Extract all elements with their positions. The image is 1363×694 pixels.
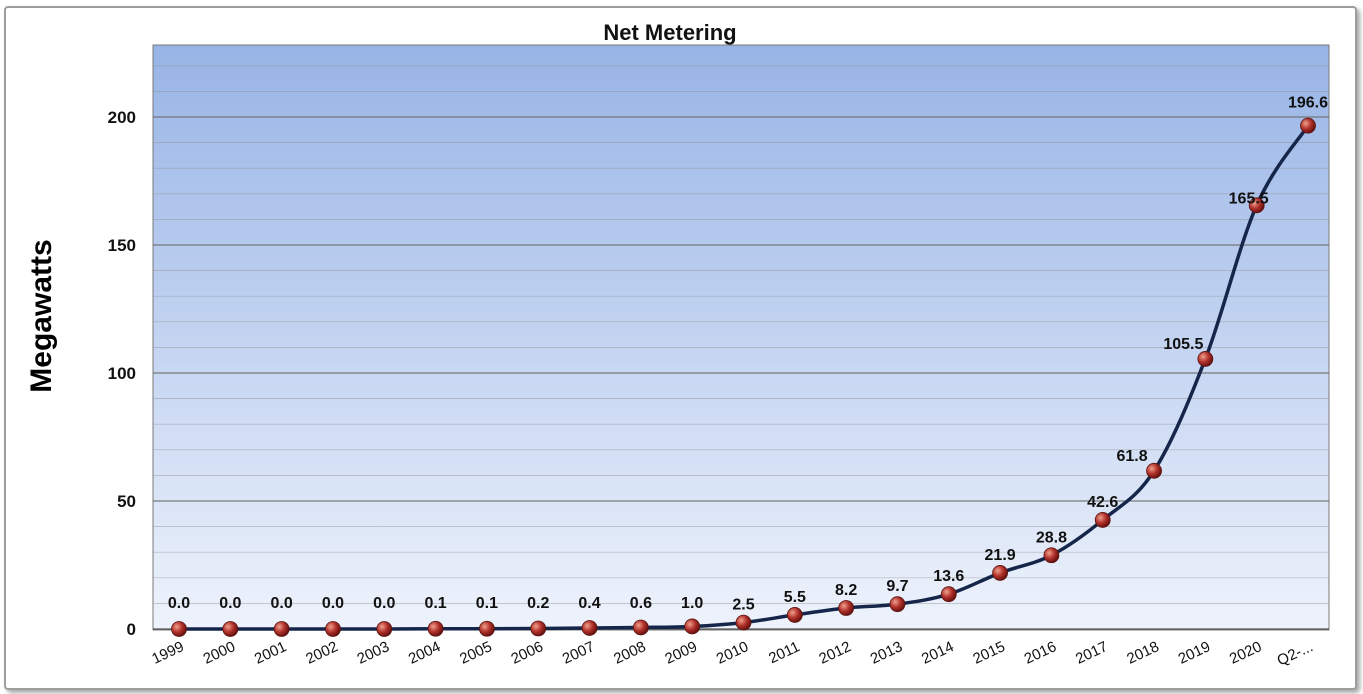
x-tick-label: 2015 — [970, 638, 1007, 668]
x-tick-label: 2002 — [303, 638, 340, 668]
y-axis-label: Megawatts — [25, 239, 58, 392]
x-tick-label: 2003 — [355, 638, 392, 668]
data-labels: 0.0 0.0 0.0 0.0 0.0 0.1 0.1 0.2 0.4 0.6 1.0 2.5 5.5 8… — [168, 95, 1328, 614]
data-point — [1300, 117, 1316, 134]
data-point — [325, 621, 341, 637]
x-tick-label: 2018 — [1124, 638, 1161, 668]
x-tick-label: 2010 — [714, 638, 751, 668]
data-label: 196.6 — [1288, 95, 1328, 112]
y-axis-ticks: 0 50 100 150 200 — [108, 108, 136, 639]
y-tick-label: 150 — [108, 236, 136, 255]
data-label: 0.0 — [373, 595, 395, 612]
data-label: 1.0 — [681, 595, 703, 612]
y-tick-label: 200 — [108, 108, 136, 127]
data-point — [632, 619, 649, 636]
x-tick-label: 2013 — [868, 638, 905, 668]
data-label: 5.5 — [784, 589, 806, 606]
data-label: 0.6 — [630, 595, 652, 612]
data-label: 105.5 — [1163, 336, 1203, 353]
data-label: 165.5 — [1229, 190, 1269, 207]
data-point — [1094, 512, 1111, 528]
data-point — [786, 607, 803, 623]
x-tick-label: 1999 — [149, 638, 186, 668]
x-tick-label: 2008 — [611, 638, 648, 668]
x-tick-label: 2016 — [1022, 638, 1059, 668]
data-point — [581, 620, 598, 636]
x-tick-label: 2020 — [1227, 638, 1264, 668]
data-label: 0.0 — [271, 595, 293, 612]
data-label: 13.6 — [933, 568, 964, 585]
y-tick-label: 100 — [108, 364, 136, 383]
x-tick-label: 2017 — [1073, 638, 1110, 668]
data-point — [222, 621, 239, 637]
x-tick-label: 2007 — [560, 638, 597, 668]
data-point — [171, 621, 187, 637]
x-tick-label: 2011 — [766, 638, 802, 667]
x-tick-label: Q2-... — [1275, 638, 1316, 669]
data-label: 61.8 — [1116, 448, 1147, 465]
data-point — [889, 596, 906, 613]
chart-title: Net Metering — [603, 20, 736, 45]
data-point — [735, 614, 752, 631]
data-label: 0.0 — [219, 595, 241, 612]
data-point — [530, 620, 547, 637]
x-tick-label: 2006 — [508, 638, 545, 668]
data-point — [992, 565, 1008, 581]
data-label: 2.5 — [732, 597, 754, 614]
x-tick-label: 2019 — [1176, 638, 1213, 668]
data-point — [940, 586, 957, 603]
gridlines — [153, 65, 1329, 630]
x-tick-label: 2014 — [919, 638, 956, 668]
x-tick-label: 2001 — [252, 638, 289, 668]
data-point — [1197, 351, 1214, 367]
data-label: 28.8 — [1036, 529, 1067, 546]
series-line-group — [171, 117, 1316, 637]
x-tick-label: 2005 — [457, 638, 494, 668]
y-tick-label: 50 — [117, 492, 136, 511]
data-point — [376, 621, 393, 637]
data-point — [273, 621, 290, 637]
data-point — [427, 620, 444, 637]
data-point — [838, 600, 855, 616]
data-point — [1146, 462, 1162, 479]
data-label: 0.1 — [476, 595, 498, 612]
data-label: 0.2 — [527, 595, 549, 612]
data-label: 0.4 — [578, 595, 600, 612]
x-axis-ticks: 1999 2000 2001 2002 2003 2004 2005 2006 2007 2008… — [149, 638, 1315, 669]
data-point — [1248, 197, 1265, 214]
x-tick-label: 2009 — [662, 638, 699, 668]
data-label: 0.0 — [168, 595, 190, 612]
data-label: 0.0 — [322, 595, 344, 612]
data-label: 42.6 — [1087, 494, 1118, 511]
x-tick-label: 2000 — [201, 638, 238, 668]
data-point — [479, 620, 495, 637]
plot-area — [152, 44, 1330, 631]
data-label: 8.2 — [835, 582, 857, 599]
data-label: 21.9 — [985, 547, 1016, 564]
y-tick-label: 0 — [127, 620, 136, 639]
x-tick-label: 2012 — [816, 638, 853, 668]
data-point — [684, 618, 701, 635]
data-label: 9.7 — [886, 578, 908, 595]
data-point — [1043, 547, 1060, 564]
x-tick-label: 2004 — [406, 638, 443, 668]
data-label: 0.1 — [424, 595, 446, 612]
